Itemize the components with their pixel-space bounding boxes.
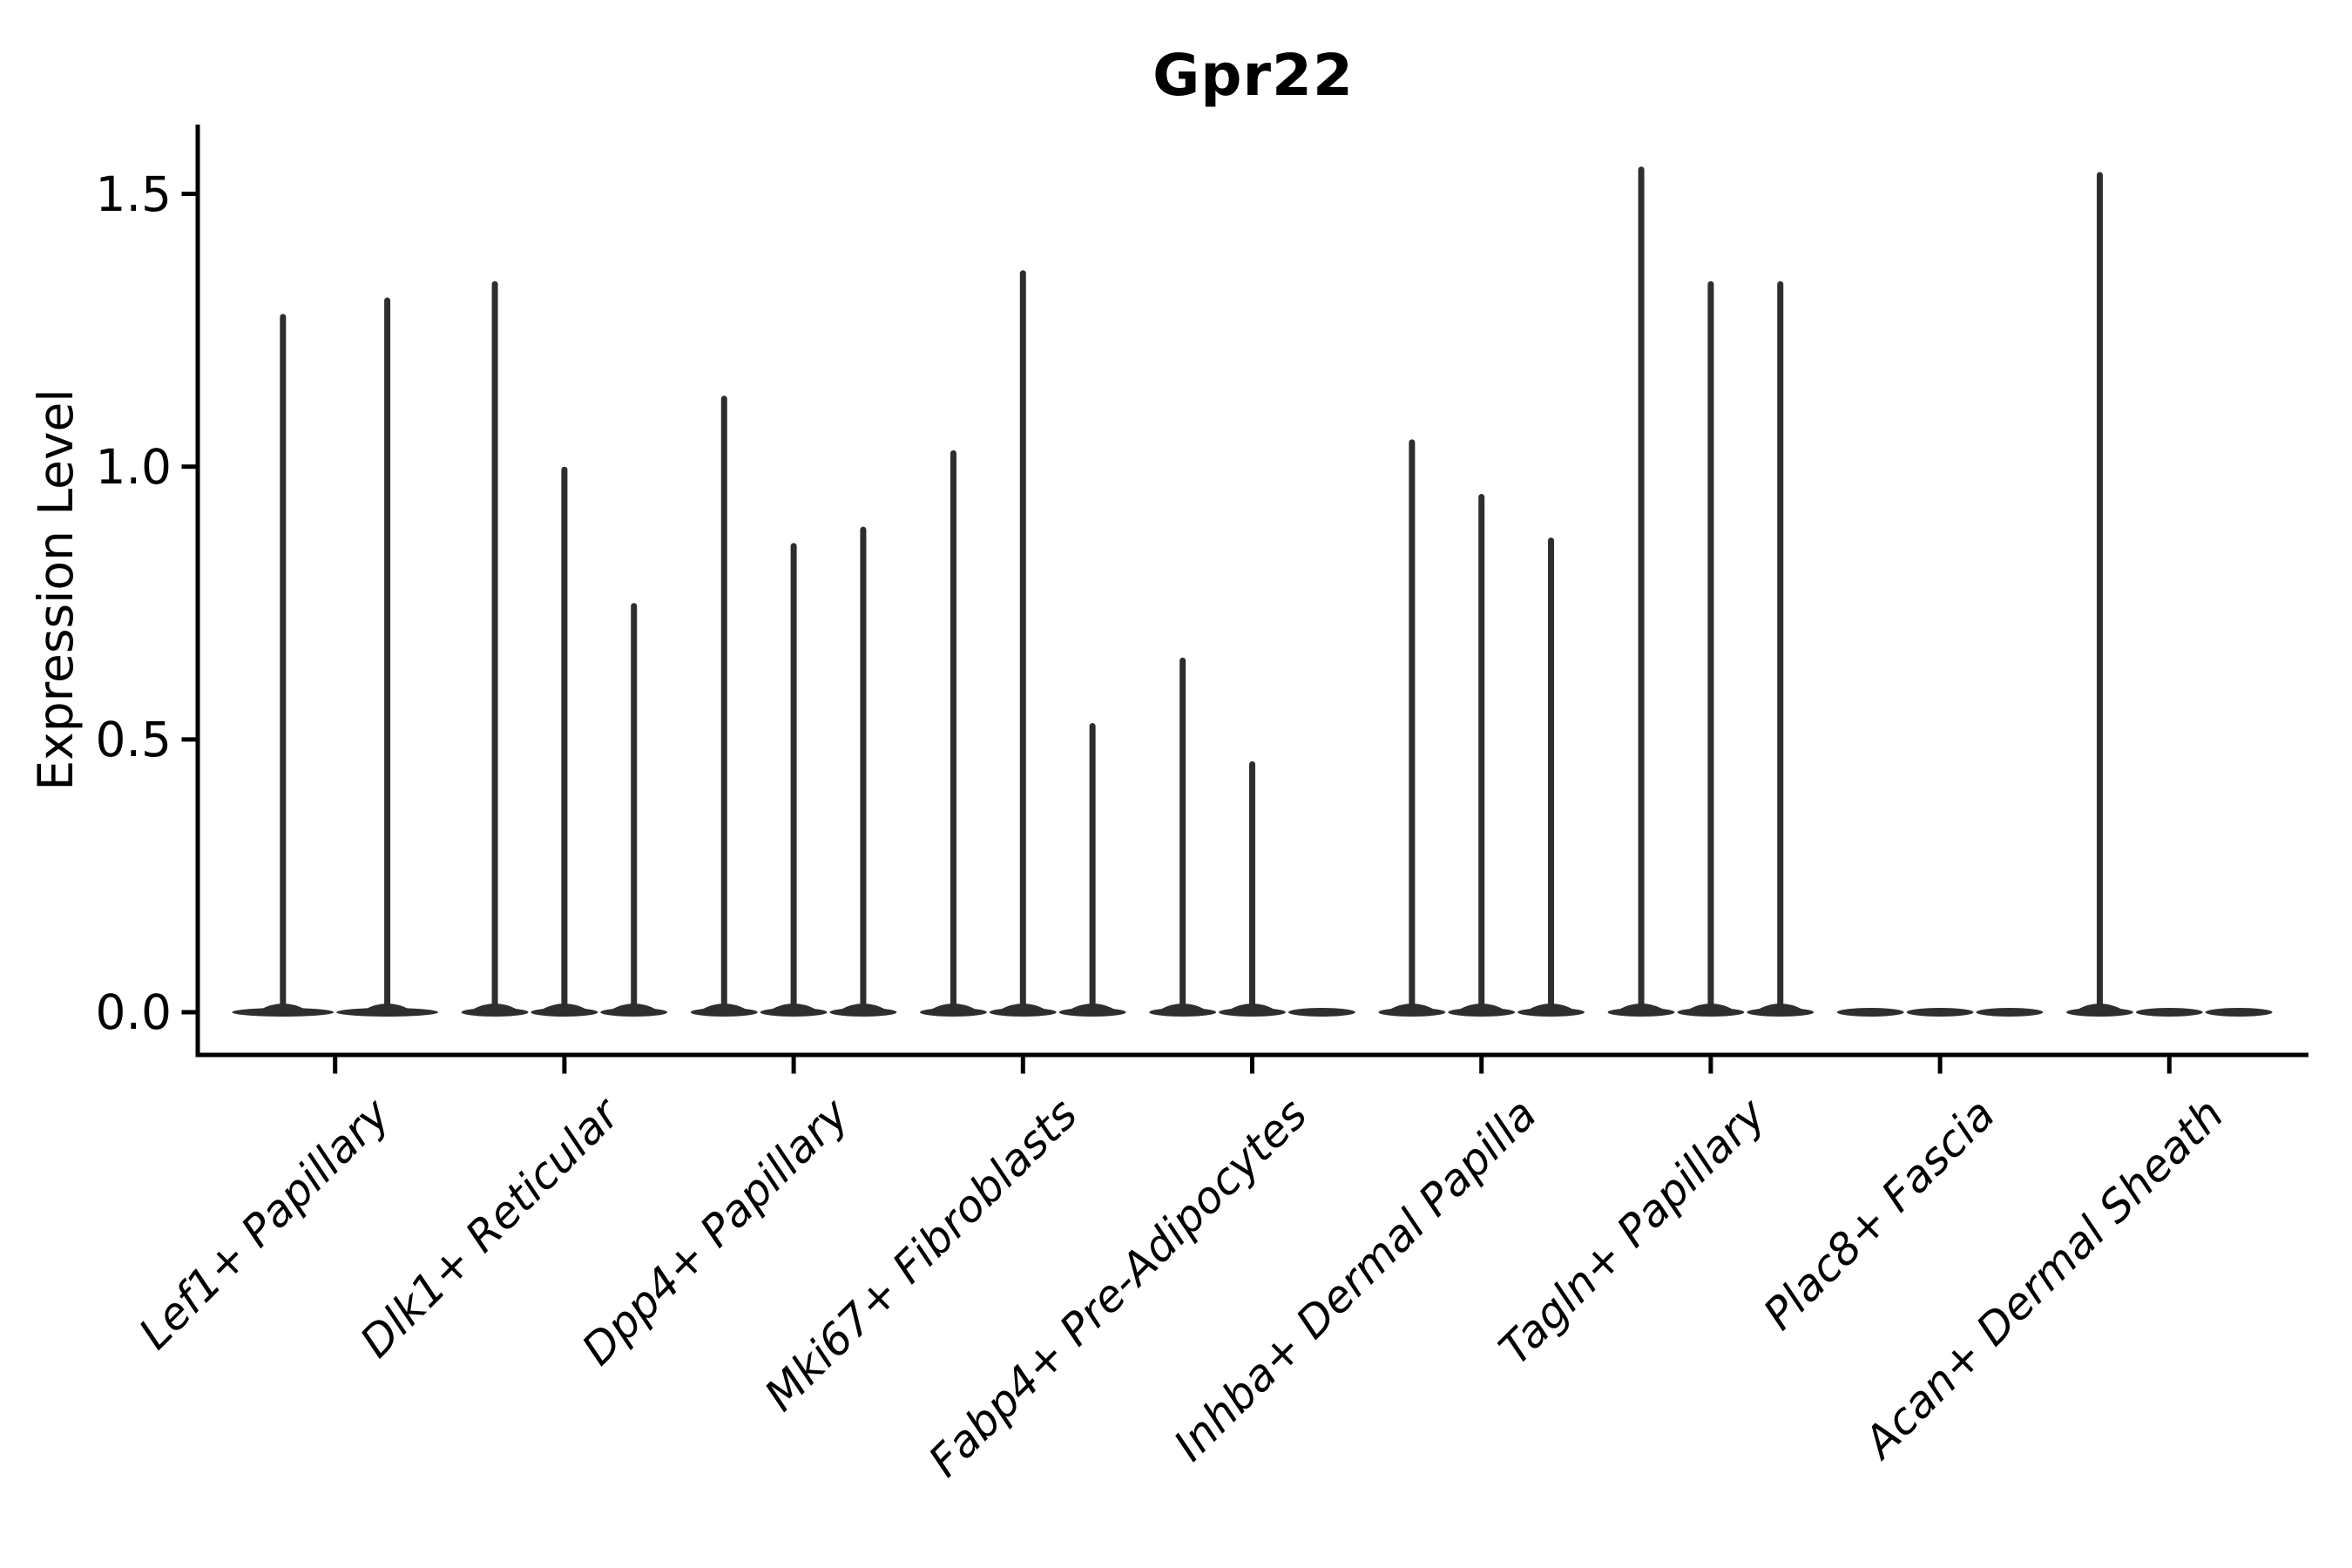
violin-base: [2135, 1008, 2203, 1017]
violin-base: [1976, 1008, 2044, 1017]
y-tick-label: 0.0: [95, 984, 172, 1040]
violin-base: [1836, 1008, 1904, 1017]
violin-base: [2205, 1008, 2273, 1017]
y-tick-label: 1.0: [95, 438, 172, 495]
plot-title: Gpr22: [1152, 42, 1354, 109]
y-tick-label: 0.5: [95, 711, 172, 767]
y-tick-label: 1.5: [95, 166, 172, 222]
violin-base: [1906, 1008, 1974, 1017]
violin-base: [1288, 1008, 1355, 1017]
